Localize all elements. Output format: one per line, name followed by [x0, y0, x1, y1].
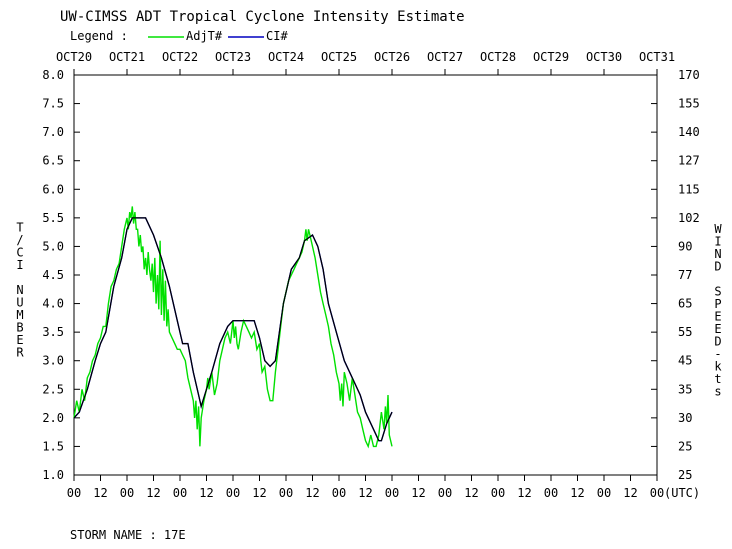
- wind-tick-label: 35: [678, 382, 692, 396]
- wind-tick-label: 45: [678, 354, 692, 368]
- wind-tick-label: 90: [678, 239, 692, 253]
- date-tick-label: OCT25: [321, 50, 357, 64]
- hour-tick-label: 00: [650, 486, 664, 500]
- hour-tick-label: 12: [570, 486, 584, 500]
- y-tick-label: 1.5: [42, 439, 64, 453]
- storm-name: STORM NAME : 17E: [70, 528, 186, 542]
- wind-tick-label: 140: [678, 125, 700, 139]
- y-tick-label: 8.0: [42, 68, 64, 82]
- wind-tick-label: 30: [678, 411, 692, 425]
- hour-tick-label: 00: [279, 486, 293, 500]
- y-tick-label: 5.0: [42, 239, 64, 253]
- wind-tick-label: 25: [678, 439, 692, 453]
- hour-tick-label: 12: [305, 486, 319, 500]
- date-tick-label: OCT21: [109, 50, 145, 64]
- y-tick-label: 2.0: [42, 411, 64, 425]
- date-tick-label: OCT20: [56, 50, 92, 64]
- date-tick-label: OCT31: [639, 50, 675, 64]
- y-tick-label: 6.5: [42, 154, 64, 168]
- x-axis-unit: (UTC): [664, 486, 700, 500]
- wind-tick-label: 77: [678, 268, 692, 282]
- hour-tick-label: 00: [544, 486, 558, 500]
- hour-tick-label: 00: [597, 486, 611, 500]
- date-tick-label: OCT30: [586, 50, 622, 64]
- wind-tick-label: 25: [678, 468, 692, 482]
- right-wind-ticks: 25 25 30 35 45 55 65 77 90 102 115 127 140 155 170: [651, 68, 700, 482]
- hour-tick-label: 12: [199, 486, 213, 500]
- left-y-ticks: 1.0 1.5 2.0 2.5 3.0 3.5 4.0 4.5 5.0 5.5 6.0 6.5 7.0 7…: [42, 68, 80, 482]
- y-tick-label: 4.5: [42, 268, 64, 282]
- wind-tick-label: 127: [678, 154, 700, 168]
- wind-tick-label: 155: [678, 97, 700, 111]
- hour-tick-label: 00: [173, 486, 187, 500]
- legend-label: Legend :: [70, 29, 128, 43]
- date-tick-label: OCT22: [162, 50, 198, 64]
- hour-tick-label: 12: [93, 486, 107, 500]
- hour-tick-label: 00: [120, 486, 134, 500]
- hour-tick-label: 12: [623, 486, 637, 500]
- legend-adjt-label: AdjT#: [186, 29, 223, 43]
- y-tick-label: 6.0: [42, 182, 64, 196]
- adjt-line: [73, 206, 393, 449]
- wind-tick-label: 55: [678, 325, 692, 339]
- hour-tick-label: 12: [517, 486, 531, 500]
- black-ci-line: [73, 217, 393, 442]
- y-tick-label: 3.5: [42, 325, 64, 339]
- hour-tick-label: 12: [464, 486, 478, 500]
- y-tick-label: 4.0: [42, 297, 64, 311]
- date-tick-label: OCT28: [480, 50, 516, 64]
- date-tick-label: OCT29: [533, 50, 569, 64]
- date-tick-label: OCT24: [268, 50, 304, 64]
- wind-tick-label: 115: [678, 182, 700, 196]
- date-tick-label: OCT26: [374, 50, 410, 64]
- y-tick-label: 2.5: [42, 382, 64, 396]
- legend-ci-label: CI#: [266, 29, 288, 43]
- bottom-hour-ticks: 00 12 00 12 00 12 00 12 00 12 00 12 00 12 00 12 00 12 00 12…: [67, 475, 664, 500]
- wind-tick-label: 65: [678, 297, 692, 311]
- date-tick-label: OCT23: [215, 50, 251, 64]
- wind-tick-label: 102: [678, 211, 700, 225]
- y-tick-label: 5.5: [42, 211, 64, 225]
- top-date-ticks: OCT20 OCT21 OCT22 OCT23 OCT24 OCT25 OCT26 OCT27…: [56, 50, 675, 75]
- y-tick-label: 3.0: [42, 354, 64, 368]
- hour-tick-label: 00: [226, 486, 240, 500]
- hour-tick-label: 12: [358, 486, 372, 500]
- hour-tick-label: 12: [146, 486, 160, 500]
- hour-tick-label: 12: [411, 486, 425, 500]
- hour-tick-label: 12: [252, 486, 266, 500]
- hour-tick-label: 00: [438, 486, 452, 500]
- hour-tick-label: 00: [385, 486, 399, 500]
- hour-tick-label: 00: [332, 486, 346, 500]
- y-tick-label: 7.0: [42, 125, 64, 139]
- series-group: [73, 206, 393, 449]
- hour-tick-label: 00: [491, 486, 505, 500]
- y-tick-label: 7.5: [42, 97, 64, 111]
- hour-tick-label: 00: [67, 486, 81, 500]
- chart-title: UW-CIMSS ADT Tropical Cyclone Intensity …: [60, 9, 465, 25]
- plot-frame: [73, 74, 658, 476]
- y-tick-label: 1.0: [42, 468, 64, 482]
- date-tick-label: OCT27: [427, 50, 463, 64]
- wind-tick-label: 170: [678, 68, 700, 82]
